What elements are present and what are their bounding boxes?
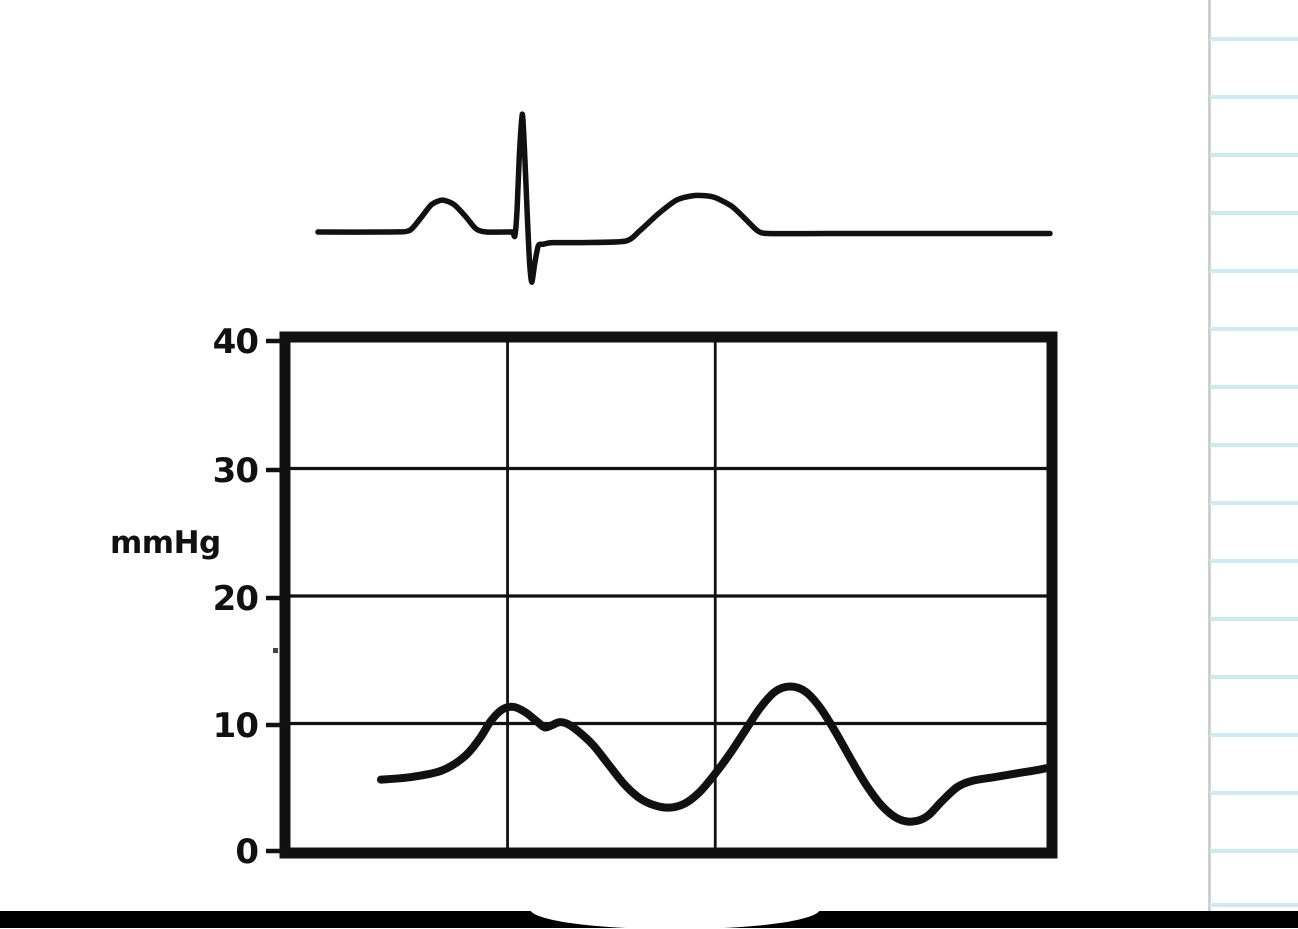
y-tick-label-40: 40 [212,322,259,362]
y-axis-ticks [266,338,290,854]
paper-rule-line [1210,37,1298,41]
paper-rule-line [1210,211,1298,215]
ecg-tracing [315,111,1053,285]
scan-bottom-bar-notch [530,907,820,929]
horizontal-gridlines [285,466,1052,726]
y-tick-label-30: 30 [212,451,259,491]
paper-rule-line [1210,559,1298,563]
paper-rule-line [1210,903,1298,907]
y-tick-label-0: 0 [235,832,259,872]
vertical-gridlines [506,341,717,849]
y-tick-label-10: 10 [212,706,259,746]
paper-rule-line [1210,675,1298,679]
paper-rule-line [1210,327,1298,331]
paper-rule-line [1210,617,1298,621]
paper-rule-line [1210,501,1298,505]
ruled-paper-strip [1196,0,1298,911]
paper-rule-line [1210,153,1298,157]
paper-rule-line [1210,385,1298,389]
pressure-waveform [376,682,1048,826]
scan-speck [273,648,278,653]
y-tick-label-20: 20 [212,579,259,619]
paper-rule-line [1210,791,1298,795]
paper-rule-line [1210,849,1298,853]
paper-margin-line [1208,0,1211,911]
y-axis-unit-label: mmHg [110,525,221,561]
paper-rule-line [1210,269,1298,273]
paper-rule-line [1210,443,1298,447]
paper-rule-line [1210,733,1298,737]
paper-rule-line [1210,95,1298,99]
